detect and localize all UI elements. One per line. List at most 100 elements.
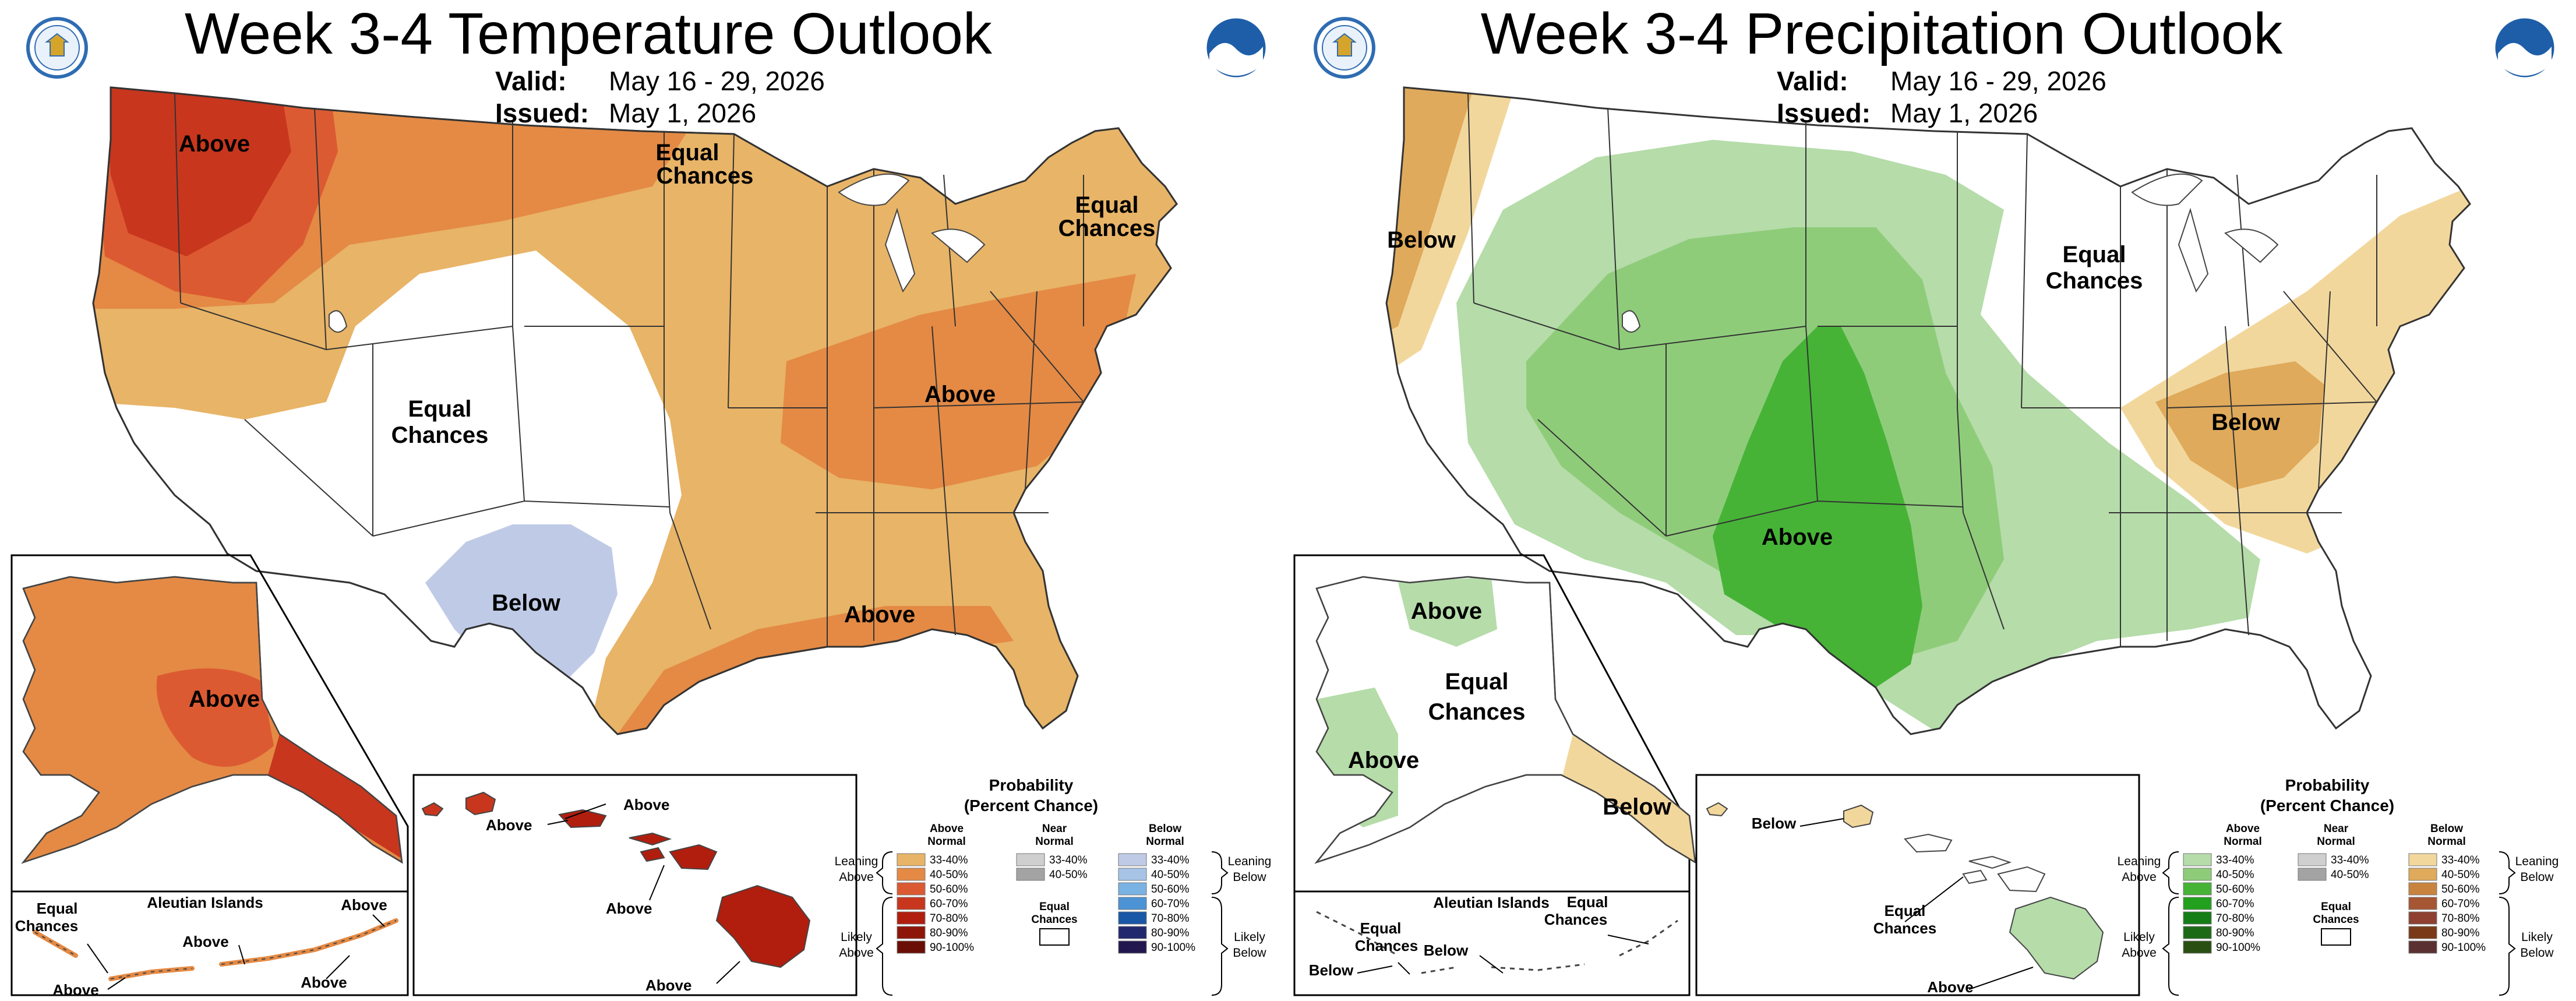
temp-label-east-above: Above (924, 382, 996, 407)
precip-legend-left-range-80: 80-90% (2216, 927, 2254, 939)
temp-above-60-nw-region (105, 87, 291, 256)
doc-seal-icon (26, 17, 88, 79)
temp-hawaii-inset: Above Above Above Above (412, 774, 858, 996)
precip-legend-near-swatch-33 (2298, 853, 2327, 866)
temp-legend-left-swatch-70 (897, 911, 926, 925)
temp-above-40-east-region (781, 274, 1136, 489)
temp-valid-value: May 16 - 29, 2026 (609, 66, 825, 96)
precip-legend-equal-2: Chances (2313, 914, 2359, 926)
precip-hi-above: Above (1927, 978, 1973, 996)
precip-label-ne-equal-1: Equal (2063, 242, 2126, 267)
precip-legend-col-mid-2: Normal (2317, 836, 2355, 848)
precip-below-40-west-region (1386, 87, 1474, 332)
temp-legend-equal-2: Chances (1031, 914, 1077, 926)
precip-aleut-equal-a1: Equal (1360, 919, 1402, 937)
precipitation-panel: Week 3-4 Precipitation Outlook Valid: Ma… (1293, 1, 2559, 996)
precip-legend-near-range-33: 33-40% (2331, 854, 2369, 866)
precip-legend-left-swatch-33 (2183, 853, 2212, 866)
precip-legend: Probability (Percent Chance) Above Norma… (2118, 776, 2559, 996)
precip-legend-col-mid-1: Near (2324, 823, 2349, 835)
temp-legend-left-range-33: 33-40% (930, 854, 968, 866)
temp-hi-above-2: Above (486, 816, 532, 834)
precip-legend-right-range-90: 90-100% (2441, 942, 2486, 954)
temp-legend-equal-1: Equal (1039, 901, 1070, 913)
temp-legend-right-swatch-33 (1118, 853, 1147, 866)
temp-legend-left-swatch-40 (897, 868, 926, 881)
temp-legend-right-range-80: 80-90% (1151, 927, 1190, 939)
precip-legend-likely-below-1: Likely (2521, 930, 2553, 944)
temp-legend-right-swatch-40 (1118, 868, 1147, 881)
temp-legend-near-range-33: 33-40% (1049, 854, 1088, 866)
temp-label-mt-equal-1: Equal (408, 396, 472, 422)
temp-legend-near-range-40: 40-50% (1049, 869, 1088, 881)
precip-label-east-below: Below (2211, 410, 2281, 435)
temp-ak-panhandle-region (268, 734, 402, 862)
precip-legend-right-swatch-70 (2408, 911, 2437, 925)
precip-aleut-equal-b2: Chances (1544, 911, 1607, 928)
temp-legend-right-range-60: 60-70% (1151, 898, 1190, 910)
temp-legend: Probability (Percent Chance) Above Norma… (835, 776, 1271, 996)
precip-legend-right-swatch-33 (2408, 853, 2437, 866)
temp-legend-left-swatch-80 (897, 926, 926, 939)
temp-aleut-above-3: Above (301, 974, 347, 991)
precip-legend-right-range-70: 70-80% (2441, 912, 2480, 925)
precip-legend-left-range-33: 33-40% (2216, 854, 2254, 866)
precip-hi-equal-1: Equal (1885, 902, 1926, 919)
precip-hi-below: Below (1752, 815, 1797, 832)
precip-legend-right-swatch-80 (2408, 926, 2437, 939)
precip-below-40-east-region (2155, 361, 2324, 489)
temp-legend-right-swatch-50 (1118, 882, 1147, 896)
noaa-logo-icon (1205, 16, 1268, 79)
temperature-panel: Week 3-4 Temperature Outlook Valid: May … (10, 1, 1271, 999)
precip-legend-lean-above-1: Leaning (2118, 855, 2161, 868)
precip-legend-title-2: (Percent Chance) (2260, 796, 2394, 815)
precip-legend-left-range-90: 90-100% (2216, 942, 2260, 954)
temp-title: Week 3-4 Temperature Outlook (185, 1, 993, 66)
precip-legend-right-range-60: 60-70% (2441, 898, 2480, 910)
precip-legend-equal-1: Equal (2321, 901, 2351, 913)
temp-ak-above-50-region (156, 668, 274, 767)
temp-legend-right-range-70: 70-80% (1151, 912, 1190, 925)
precip-legend-left-swatch-50 (2183, 882, 2212, 896)
temp-aleut-equal-2: Chances (15, 917, 78, 935)
temp-legend-title-1: Probability (989, 776, 1074, 794)
precip-label-ne-equal-2: Chances (2046, 268, 2143, 294)
precip-aleut-equal-b1: Equal (1567, 893, 1608, 911)
temp-legend-right-swatch-60 (1118, 897, 1147, 910)
precip-legend-near-swatch-40 (2298, 868, 2327, 881)
temp-legend-left-range-50: 50-60% (930, 883, 968, 896)
precip-legend-left-swatch-40 (2183, 868, 2212, 881)
temp-legend-right-swatch-70 (1118, 911, 1147, 925)
temp-legend-col-right-2: Normal (1146, 836, 1184, 848)
temp-legend-lean-below-2: Below (1233, 870, 1266, 884)
temp-legend-right-range-50: 50-60% (1151, 883, 1190, 896)
precip-label-ak-equal-1: Equal (1445, 669, 1509, 695)
temp-legend-col-left-2: Normal (927, 836, 965, 848)
temp-label-far-ne-equal-1: Equal (1075, 192, 1139, 218)
temp-aleutian-inset: Aleutian Islands Equal Chances Above Abo… (10, 890, 409, 999)
temp-legend-likely-above-1: Likely (841, 930, 872, 944)
temp-legend-likely-below-1: Likely (1234, 930, 1265, 944)
temp-legend-left-range-70: 70-80% (930, 912, 968, 925)
temp-legend-likely-below-2: Below (1233, 946, 1266, 960)
precip-valid-value: May 16 - 29, 2026 (1890, 66, 2106, 96)
precip-label-ak-above-2: Above (1348, 748, 1419, 773)
precip-legend-title-1: Probability (2285, 776, 2370, 794)
temp-hi-above-1: Above (623, 796, 669, 813)
precip-title: Week 3-4 Precipitation Outlook (1481, 1, 2284, 66)
precip-valid-key: Valid: (1777, 66, 1848, 96)
temp-legend-col-left-1: Above (930, 823, 964, 835)
temp-legend-right-range-40: 40-50% (1151, 869, 1190, 881)
precip-aleut-title: Aleutian Islands (1433, 894, 1549, 911)
precip-label-ak-above-1: Above (1411, 598, 1482, 624)
temp-alaska-inset: Above (10, 554, 409, 893)
precip-legend-left-range-60: 60-70% (2216, 898, 2254, 910)
precip-label-ak-equal-2: Chances (1428, 699, 1526, 725)
precip-label-ak-below: Below (1603, 794, 1672, 820)
precip-legend-left-range-70: 70-80% (2216, 912, 2254, 925)
precip-legend-right-range-80: 80-90% (2441, 927, 2480, 939)
precip-aleut-below-1: Below (1309, 961, 1354, 979)
temp-legend-likely-above-2: Above (839, 946, 874, 960)
temp-legend-col-mid-2: Normal (1035, 836, 1073, 848)
